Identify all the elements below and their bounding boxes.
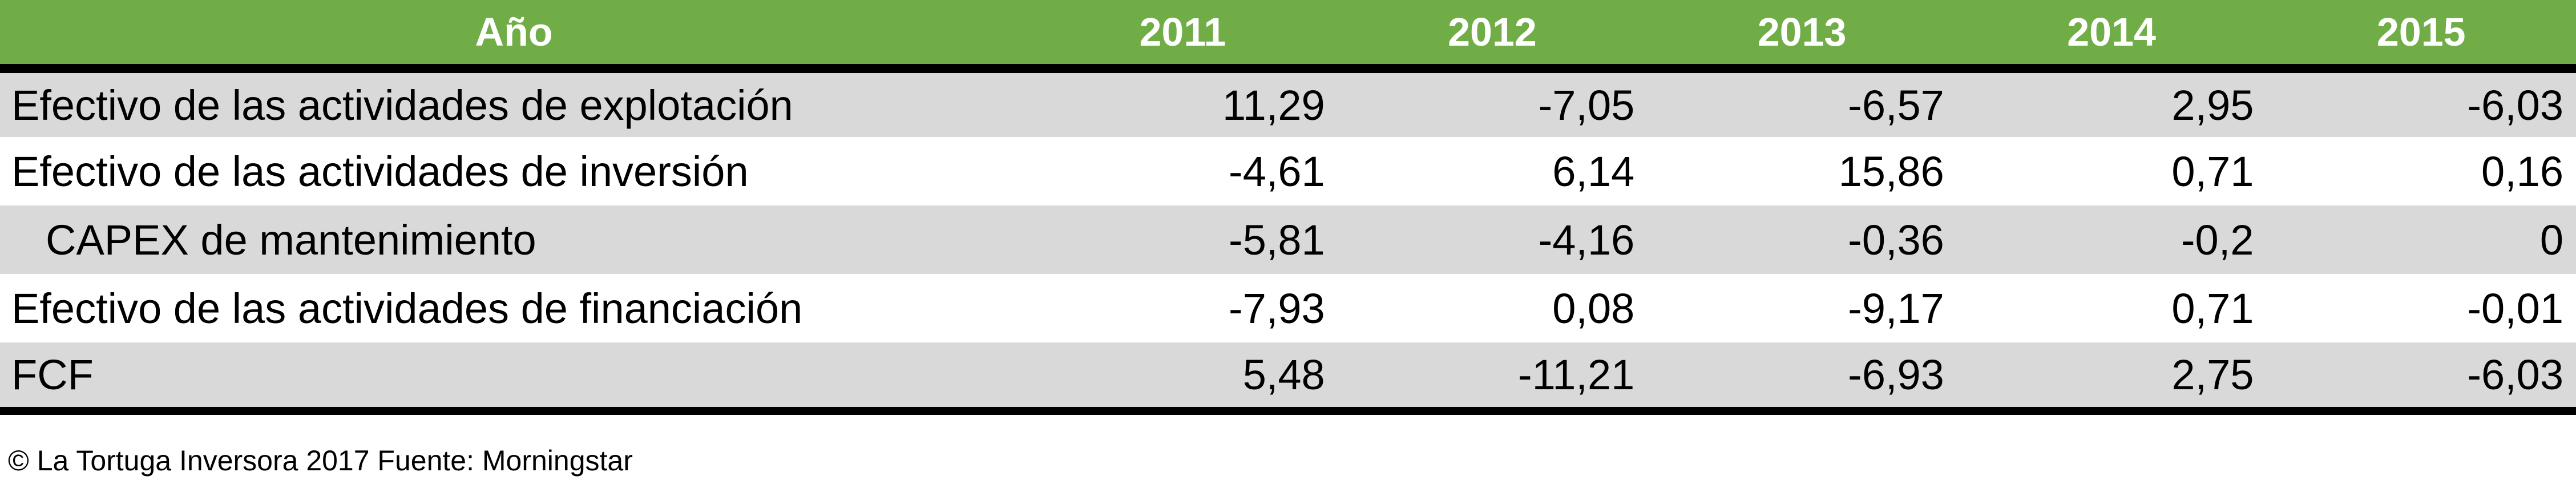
cell-value: -7,05 (1337, 68, 1648, 137)
cell-value: 6,14 (1337, 137, 1648, 205)
cell-value: 0,71 (1956, 137, 2267, 205)
cell-value: -0,2 (1956, 205, 2267, 274)
header-year-2013: 2013 (1647, 0, 1957, 73)
header-year-2011: 2011 (1028, 0, 1338, 73)
source-footnote: © La Tortuga Inversora 2017 Fuente: Morn… (8, 445, 633, 477)
table-row: FCF 5,48 -11,21 -6,93 2,75 -6,03 (0, 342, 2576, 415)
cell-value: 2,75 (1956, 342, 2267, 415)
header-row: Año 2011 2012 2013 2014 2015 (0, 0, 2576, 73)
table-body: Efectivo de las actividades de explotaci… (0, 68, 2576, 415)
cell-value: -4,16 (1337, 205, 1648, 274)
row-label: Efectivo de las actividades de inversión (0, 137, 1028, 205)
cell-value: -4,61 (1028, 137, 1338, 205)
cell-value: -0,01 (2266, 274, 2576, 342)
cash-flow-table-container: Año 2011 2012 2013 2014 2015 Efectivo de… (0, 0, 2576, 415)
cell-value: -6,03 (2266, 342, 2576, 415)
table-row: Efectivo de las actividades de financiac… (0, 274, 2576, 342)
cell-value: 0 (2266, 205, 2576, 274)
table-row: Efectivo de las actividades de inversión… (0, 137, 2576, 205)
cell-value: -6,03 (2266, 68, 2576, 137)
header-year-2014: 2014 (1956, 0, 2267, 73)
cell-value: -9,17 (1647, 274, 1957, 342)
cell-value: -11,21 (1337, 342, 1648, 415)
cell-value: -0,36 (1647, 205, 1957, 274)
cell-value: 15,86 (1647, 137, 1957, 205)
cell-value: 11,29 (1028, 68, 1338, 137)
cell-value: 0,16 (2266, 137, 2576, 205)
cell-value: 2,95 (1956, 68, 2267, 137)
header-year-label: Año (0, 0, 1028, 73)
header-year-2012: 2012 (1337, 0, 1648, 73)
row-label: CAPEX de mantenimiento (0, 205, 1028, 274)
row-label: Efectivo de las actividades de explotaci… (0, 68, 1028, 137)
cash-flow-table: Año 2011 2012 2013 2014 2015 Efectivo de… (0, 0, 2576, 415)
cell-value: -6,93 (1647, 342, 1957, 415)
cell-value: -7,93 (1028, 274, 1338, 342)
table-row: CAPEX de mantenimiento -5,81 -4,16 -0,36 -0,… (0, 205, 2576, 274)
cell-value: -6,57 (1647, 68, 1957, 137)
table-row: Efectivo de las actividades de explotaci… (0, 68, 2576, 137)
cell-value: 5,48 (1028, 342, 1338, 415)
cell-value: 0,71 (1956, 274, 2267, 342)
cell-value: -5,81 (1028, 205, 1338, 274)
cell-value: 0,08 (1337, 274, 1648, 342)
row-label: FCF (0, 342, 1028, 415)
row-label: Efectivo de las actividades de financiac… (0, 274, 1028, 342)
table-header: Año 2011 2012 2013 2014 2015 (0, 0, 2576, 73)
header-year-2015: 2015 (2266, 0, 2576, 73)
